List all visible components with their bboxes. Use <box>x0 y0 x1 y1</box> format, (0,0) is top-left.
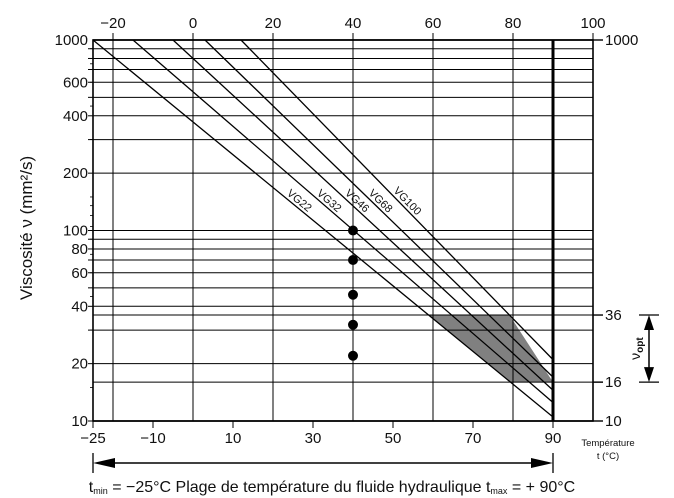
y-left-tick-label: 600 <box>63 74 88 91</box>
tmax-subscript: max <box>490 486 508 496</box>
y-left-tick-label: 400 <box>63 108 88 125</box>
series-label-vg100: VG100 <box>391 185 424 218</box>
y-right-tick-label: 10 <box>605 413 622 430</box>
data-point <box>348 225 358 236</box>
tmax-value: = + 90°C <box>512 479 575 496</box>
y-right-tick-label: 1000 <box>605 32 638 49</box>
series-label-vg32: VG32 <box>314 187 343 214</box>
axis-ticks <box>88 33 603 428</box>
x-axis-label-line2: t (°C) <box>597 451 619 462</box>
series-line-vg32 <box>132 39 554 404</box>
horizontal-grid <box>93 39 603 422</box>
operating-range-caption: tmin = −25°C Plage de température du flu… <box>89 479 575 496</box>
range-arrow-right <box>531 458 553 468</box>
tmin-label: t <box>89 479 94 496</box>
y-left-tick-label: 200 <box>63 165 88 182</box>
range-arrow-left <box>93 458 115 468</box>
tmin-value: = −25°C <box>112 479 171 496</box>
series-line-vg100 <box>240 39 554 361</box>
y-right-tick-label: 36 <box>605 307 622 324</box>
vertical-grid <box>112 40 555 421</box>
y-left-tick-label: 10 <box>71 413 88 430</box>
tmax-label: t <box>486 479 491 496</box>
tmin-subscript: min <box>93 486 108 496</box>
tick-labels: 102040608010020040060010001016361000−25−… <box>55 15 639 447</box>
data-point <box>348 319 358 330</box>
data-point <box>348 289 358 300</box>
y-left-tick-label: 80 <box>71 241 88 258</box>
series-line-vg46 <box>172 39 554 391</box>
data-points <box>348 225 358 361</box>
x-top-tick-label: −20 <box>100 15 125 32</box>
x-top-tick-label: 0 <box>189 15 197 32</box>
x-bottom-tick-label: 30 <box>305 430 322 447</box>
y-left-tick-label: 1000 <box>55 32 88 49</box>
x-bottom-tick-label: 50 <box>385 430 402 447</box>
x-bottom-tick-label: −25 <box>80 430 105 447</box>
y-right-tick-label: 16 <box>605 374 622 391</box>
y-axis-label: Viscosité ν (mm²/s) <box>17 156 36 300</box>
series-label-vg46: VG46 <box>342 187 371 215</box>
series-line-vg22 <box>92 39 554 418</box>
optimal-arrow-head-down <box>644 367 654 383</box>
x-axis-label-line1: Température <box>581 438 634 449</box>
x-top-tick-label: 60 <box>425 15 442 32</box>
x-top-tick-label: 20 <box>265 15 282 32</box>
y-left-tick-label: 20 <box>71 356 88 373</box>
optimal-viscosity-label: νopt <box>627 337 646 360</box>
y-left-tick-label: 40 <box>71 298 88 315</box>
x-bottom-tick-label: 70 <box>465 430 482 447</box>
operating-range-text: Plage de température du fluide hydrauliq… <box>176 479 482 496</box>
x-top-tick-label: 100 <box>580 15 605 32</box>
series-label-vg68: VG68 <box>366 187 395 215</box>
optimal-arrow-head-up <box>644 315 654 331</box>
series-line-vg68 <box>204 39 554 378</box>
y-left-tick-label: 60 <box>71 265 88 282</box>
svg-text:tmin = −25°C Plage de températ: tmin = −25°C Plage de température du flu… <box>89 479 575 496</box>
x-top-tick-label: 80 <box>505 15 522 32</box>
data-point <box>348 255 358 266</box>
y-left-tick-label: 100 <box>63 223 88 240</box>
data-point <box>348 350 358 361</box>
x-bottom-tick-label: 10 <box>225 430 242 447</box>
annotations: νopt <box>92 314 659 473</box>
x-bottom-tick-label: −10 <box>140 430 165 447</box>
x-bottom-tick-label: 90 <box>545 430 562 447</box>
x-top-tick-label: 40 <box>345 15 362 32</box>
